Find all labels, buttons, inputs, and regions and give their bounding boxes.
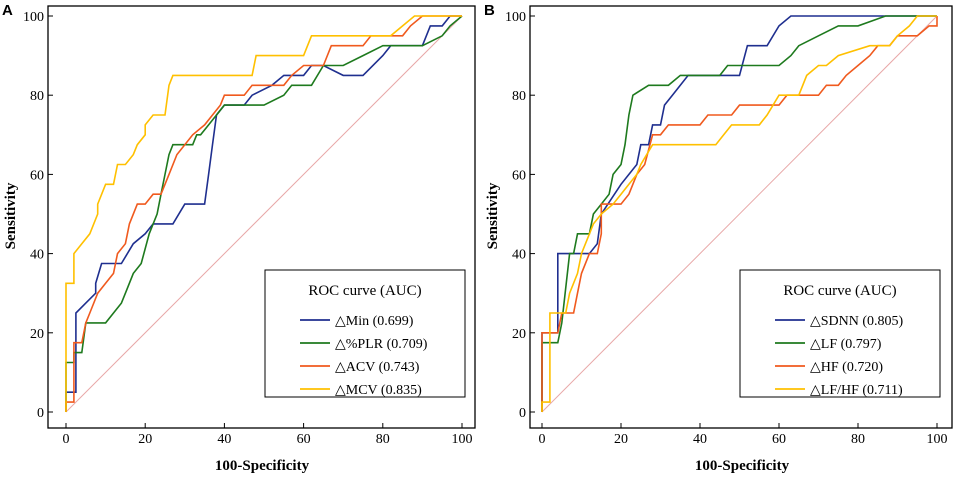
y-tick-label: 0 [37,406,44,421]
legend-title: ROC curve (AUC) [783,283,896,299]
x-tick-label: 40 [693,432,707,447]
y-tick-label: 40 [30,248,44,263]
legend-box [264,269,466,398]
y-tick-label: 80 [30,89,44,104]
x-axis-label: 100-Specificity [695,458,790,474]
legend: ROC curve (AUC) △Min (0.699) △%PLR (0.709… [264,269,466,398]
plot-frame [47,5,476,429]
roc-panel-a: A 0 20 40 60 80 100 0 20 40 60 80 100 100-Specifici… [2,2,476,474]
x-tick-label: 20 [614,432,628,447]
y-tick-label: 20 [512,327,526,342]
y-axis-label: Sensitivity [485,182,501,249]
x-tick-label: 80 [851,432,865,447]
legend-entry: △MCV (0.835) [335,383,422,398]
roc-curve-series-0 [65,15,462,412]
x-tick-label: 60 [297,432,311,447]
y-axis-label: Sensitivity [3,182,19,249]
y-tick-label: 20 [30,327,44,342]
x-tick-label: 0 [63,432,70,447]
x-tick-label: 100 [452,432,473,447]
roc-curve-series-2 [65,15,462,412]
x-axis-label: 100-Specificity [215,458,310,474]
x-tick-label: 60 [772,432,786,447]
reference-diagonal [65,15,463,413]
y-tick-label: 0 [519,406,526,421]
plot-frame [529,5,953,429]
legend-title: ROC curve (AUC) [308,283,421,299]
legend-entry: △ACV (0.743) [335,360,420,375]
legend-entry: △Min (0.699) [335,314,414,329]
roc-curve-series-1 [541,15,937,412]
y-tick-label: 40 [512,248,526,263]
x-tick-label: 100 [927,432,948,447]
legend-entry: △LF (0.797) [810,337,882,352]
y-tick-label: 80 [512,89,526,104]
roc-curve-series-0 [541,15,937,412]
legend: ROC curve (AUC) △SDNN (0.805) △LF (0.797)… [739,269,941,398]
legend-entry: △%PLR (0.709) [335,337,428,352]
x-tick-label: 40 [217,432,231,447]
legend-box [739,269,941,398]
x-tick-label: 80 [376,432,390,447]
reference-diagonal [541,15,938,413]
legend-entry: △LF/HF (0.711) [810,383,903,398]
y-tick-label: 100 [23,10,44,25]
roc-curve-series-3 [541,15,937,412]
legend-entry: △SDNN (0.805) [810,314,904,329]
y-tick-label: 100 [505,10,526,25]
x-tick-label: 0 [539,432,546,447]
y-tick-label: 60 [512,168,526,183]
roc-panel-b: B 0 20 40 60 80 100 0 20 40 60 80 100 100-Specifici… [484,2,953,474]
y-tick-label: 60 [30,168,44,183]
x-tick-label: 20 [138,432,152,447]
roc-curve-series-3 [65,15,462,412]
panel-label: A [2,2,13,19]
roc-curve-series-1 [65,15,463,412]
panel-label: B [484,2,495,19]
legend-entry: △HF (0.720) [810,360,883,375]
